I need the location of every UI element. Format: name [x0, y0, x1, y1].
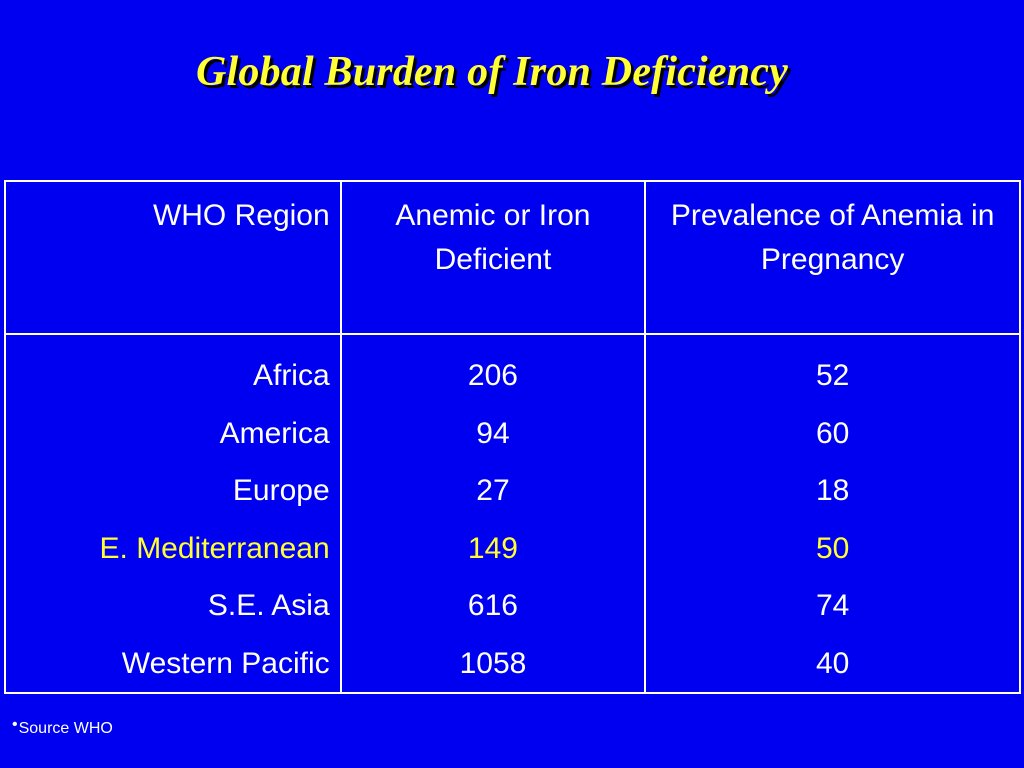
- anemic-value-cell: 27: [476, 474, 510, 507]
- header-who-region: WHO Region: [4, 180, 342, 335]
- prevalence-column: 52 60 18 50 74 40: [644, 333, 1021, 694]
- source-note: •Source WHO: [12, 716, 113, 738]
- prevalence-value-cell: 74: [815, 589, 850, 622]
- header-prevalence-anemia-pregnancy: Prevalence of Anemia in Pregnancy: [644, 180, 1021, 335]
- region-cell: Western Pacific: [121, 646, 330, 680]
- anemic-value-cell: 1058: [459, 646, 527, 680]
- header-anemic-or-iron-deficient: Anemic or Iron Deficient: [339, 180, 647, 335]
- region-cell: S.E. Asia: [207, 589, 330, 622]
- table-body-row: Africa America Europe E. Mediterranean S.E. …: [4, 333, 1021, 694]
- region-cell: America: [219, 416, 330, 450]
- table-header-row: WHO Region Anemic or Iron Deficient Prev…: [4, 180, 1021, 335]
- slide-title: Global Burden of Iron Deficiency: [195, 49, 789, 95]
- prevalence-value-cell: 52: [815, 359, 850, 392]
- bullet-icon: •: [12, 716, 18, 733]
- source-text: Source WHO: [18, 720, 113, 737]
- prevalence-value-cell: 60: [815, 416, 850, 450]
- region-cell: Africa: [252, 359, 330, 392]
- prevalence-value-cell: 50: [815, 531, 850, 565]
- anemic-value-cell: 616: [467, 589, 518, 622]
- prevalence-value-cell: 18: [815, 474, 850, 507]
- iron-deficiency-table: WHO Region Anemic or Iron Deficient Prev…: [4, 180, 1021, 694]
- anemic-value-cell: 149: [467, 531, 518, 565]
- prevalence-value-cell: 40: [815, 646, 850, 680]
- anemic-value-cell: 206: [467, 359, 518, 392]
- anemic-value-cell: 94: [476, 416, 510, 450]
- region-cell: Europe: [232, 474, 330, 507]
- anemic-column: 206 94 27 149 616 1058: [339, 333, 647, 694]
- region-column: Africa America Europe E. Mediterranean S.E. …: [4, 333, 342, 694]
- region-cell: E. Mediterranean: [99, 531, 330, 565]
